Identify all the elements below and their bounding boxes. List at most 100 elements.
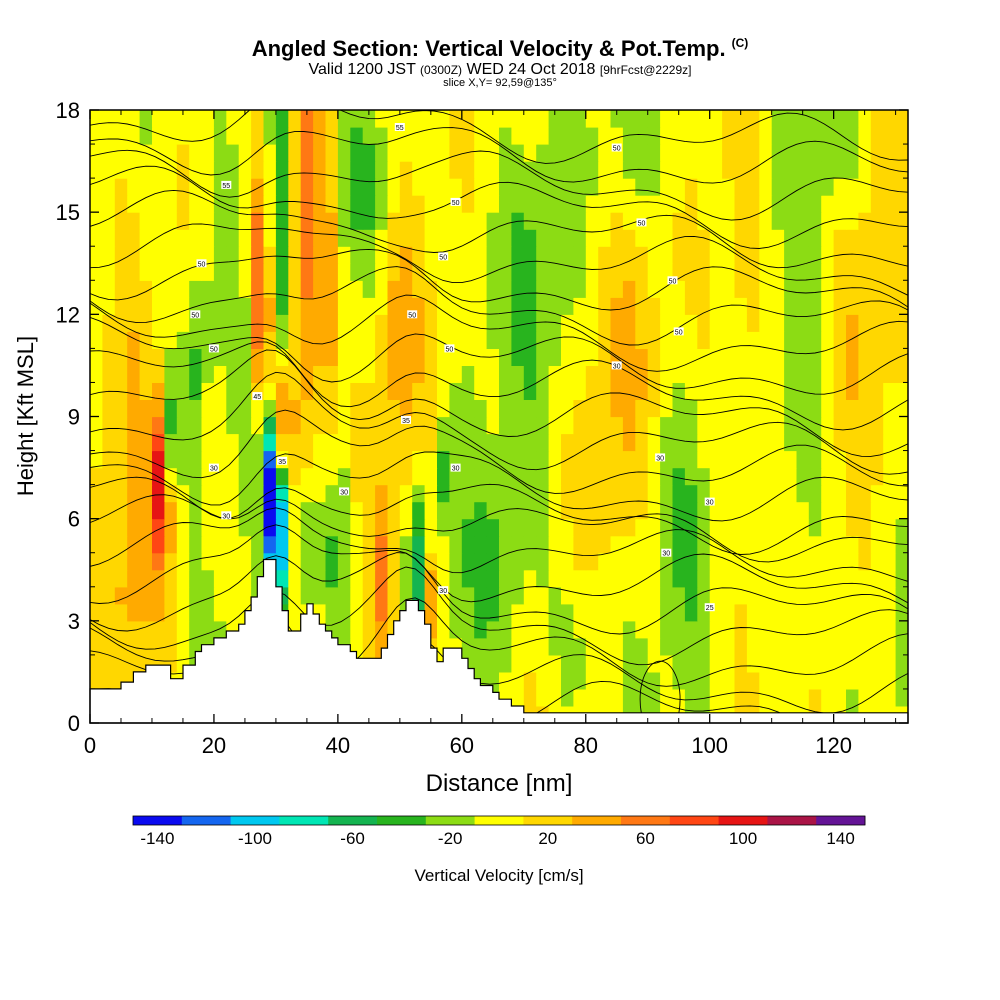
velocity-cell (337, 161, 351, 179)
velocity-cell (536, 637, 550, 656)
velocity-cell (598, 501, 612, 520)
velocity-cell (511, 535, 525, 554)
velocity-cell (622, 671, 636, 690)
velocity-cell (375, 110, 389, 128)
velocity-cell (300, 263, 314, 281)
velocity-cell (350, 399, 364, 418)
velocity-cell (647, 229, 661, 247)
velocity-cell (251, 501, 265, 520)
contour-label: 30 (340, 489, 348, 496)
velocity-cell (152, 195, 165, 213)
velocity-cell (251, 229, 265, 247)
velocity-cell (375, 382, 389, 400)
velocity-cell (375, 569, 389, 588)
velocity-cell (127, 110, 141, 128)
velocity-cell (251, 178, 265, 196)
velocity-cell (461, 450, 475, 469)
velocity-cell (399, 433, 413, 452)
velocity-cell (573, 110, 587, 128)
velocity-cell (139, 433, 153, 452)
velocity-cell (325, 263, 339, 281)
velocity-cell (201, 195, 215, 213)
theta-contour (90, 316, 908, 395)
velocity-cell (474, 484, 488, 503)
velocity-cell (647, 348, 661, 366)
velocity-cell (833, 654, 847, 673)
velocity-cell (375, 314, 389, 332)
velocity-cell (573, 195, 587, 213)
velocity-cell (561, 331, 574, 349)
velocity-cell (176, 586, 190, 605)
velocity-cell (139, 178, 153, 196)
velocity-cell (523, 127, 537, 145)
velocity-cell (127, 246, 141, 264)
velocity-cell (784, 110, 798, 128)
velocity-cell (734, 603, 748, 622)
velocity-cell (622, 688, 636, 707)
velocity-cell (251, 263, 265, 281)
velocity-cell (263, 535, 277, 554)
velocity-cell (635, 552, 649, 571)
velocity-cell (647, 569, 661, 588)
velocity-cell (647, 246, 661, 264)
velocity-cell (263, 110, 277, 128)
velocity-cell (622, 552, 636, 571)
velocity-cell (102, 637, 116, 656)
velocity-cell (722, 178, 736, 196)
velocity-cell (895, 161, 908, 179)
velocity-cell (486, 280, 500, 298)
velocity-cell (610, 569, 624, 588)
velocity-cell (102, 569, 116, 588)
velocity-cell (883, 178, 897, 196)
velocity-cell (127, 603, 141, 622)
velocity-cell (424, 144, 438, 162)
velocity-cell (784, 654, 798, 673)
velocity-cell (474, 467, 488, 486)
velocity-cell (313, 178, 327, 196)
velocity-cell (846, 569, 859, 588)
velocity-cell (474, 195, 488, 213)
velocity-cell (499, 263, 512, 281)
velocity-cell (213, 263, 227, 281)
velocity-cell (858, 518, 872, 537)
theta-contour (90, 566, 908, 666)
velocity-cell (474, 246, 488, 264)
velocity-cell (573, 246, 587, 264)
velocity-cell (660, 314, 674, 332)
velocity-cell (474, 178, 488, 196)
velocity-cell (461, 569, 475, 588)
velocity-cell (263, 399, 277, 418)
velocity-cell (610, 467, 624, 486)
velocity-cell (796, 280, 810, 298)
velocity-cell (300, 586, 314, 605)
velocity-cell (697, 365, 711, 383)
velocity-cell (499, 399, 512, 418)
velocity-cell (511, 620, 525, 639)
velocity-cell (808, 161, 822, 179)
velocity-cell (288, 365, 302, 383)
velocity-cell (90, 569, 103, 588)
velocity-cell (176, 280, 190, 298)
velocity-cell (647, 314, 661, 332)
velocity-cell (288, 144, 302, 162)
velocity-cell (449, 484, 463, 503)
contour-label: 50 (408, 312, 416, 319)
velocity-cell (399, 314, 413, 332)
velocity-cell (870, 127, 884, 145)
velocity-cell (486, 569, 500, 588)
velocity-cell (449, 569, 463, 588)
velocity-cell (610, 654, 624, 673)
velocity-cell (622, 569, 636, 588)
velocity-cell (561, 416, 574, 435)
velocity-cell (362, 637, 376, 656)
velocity-cell (746, 467, 760, 486)
velocity-cell (771, 535, 785, 554)
velocity-cell (449, 416, 463, 435)
velocity-cell (548, 229, 562, 247)
velocity-cell (412, 229, 426, 247)
velocity-cell (697, 382, 711, 400)
velocity-cell (536, 620, 550, 639)
velocity-cell (127, 348, 141, 366)
velocity-cell (821, 552, 835, 571)
velocity-cell (424, 127, 438, 145)
